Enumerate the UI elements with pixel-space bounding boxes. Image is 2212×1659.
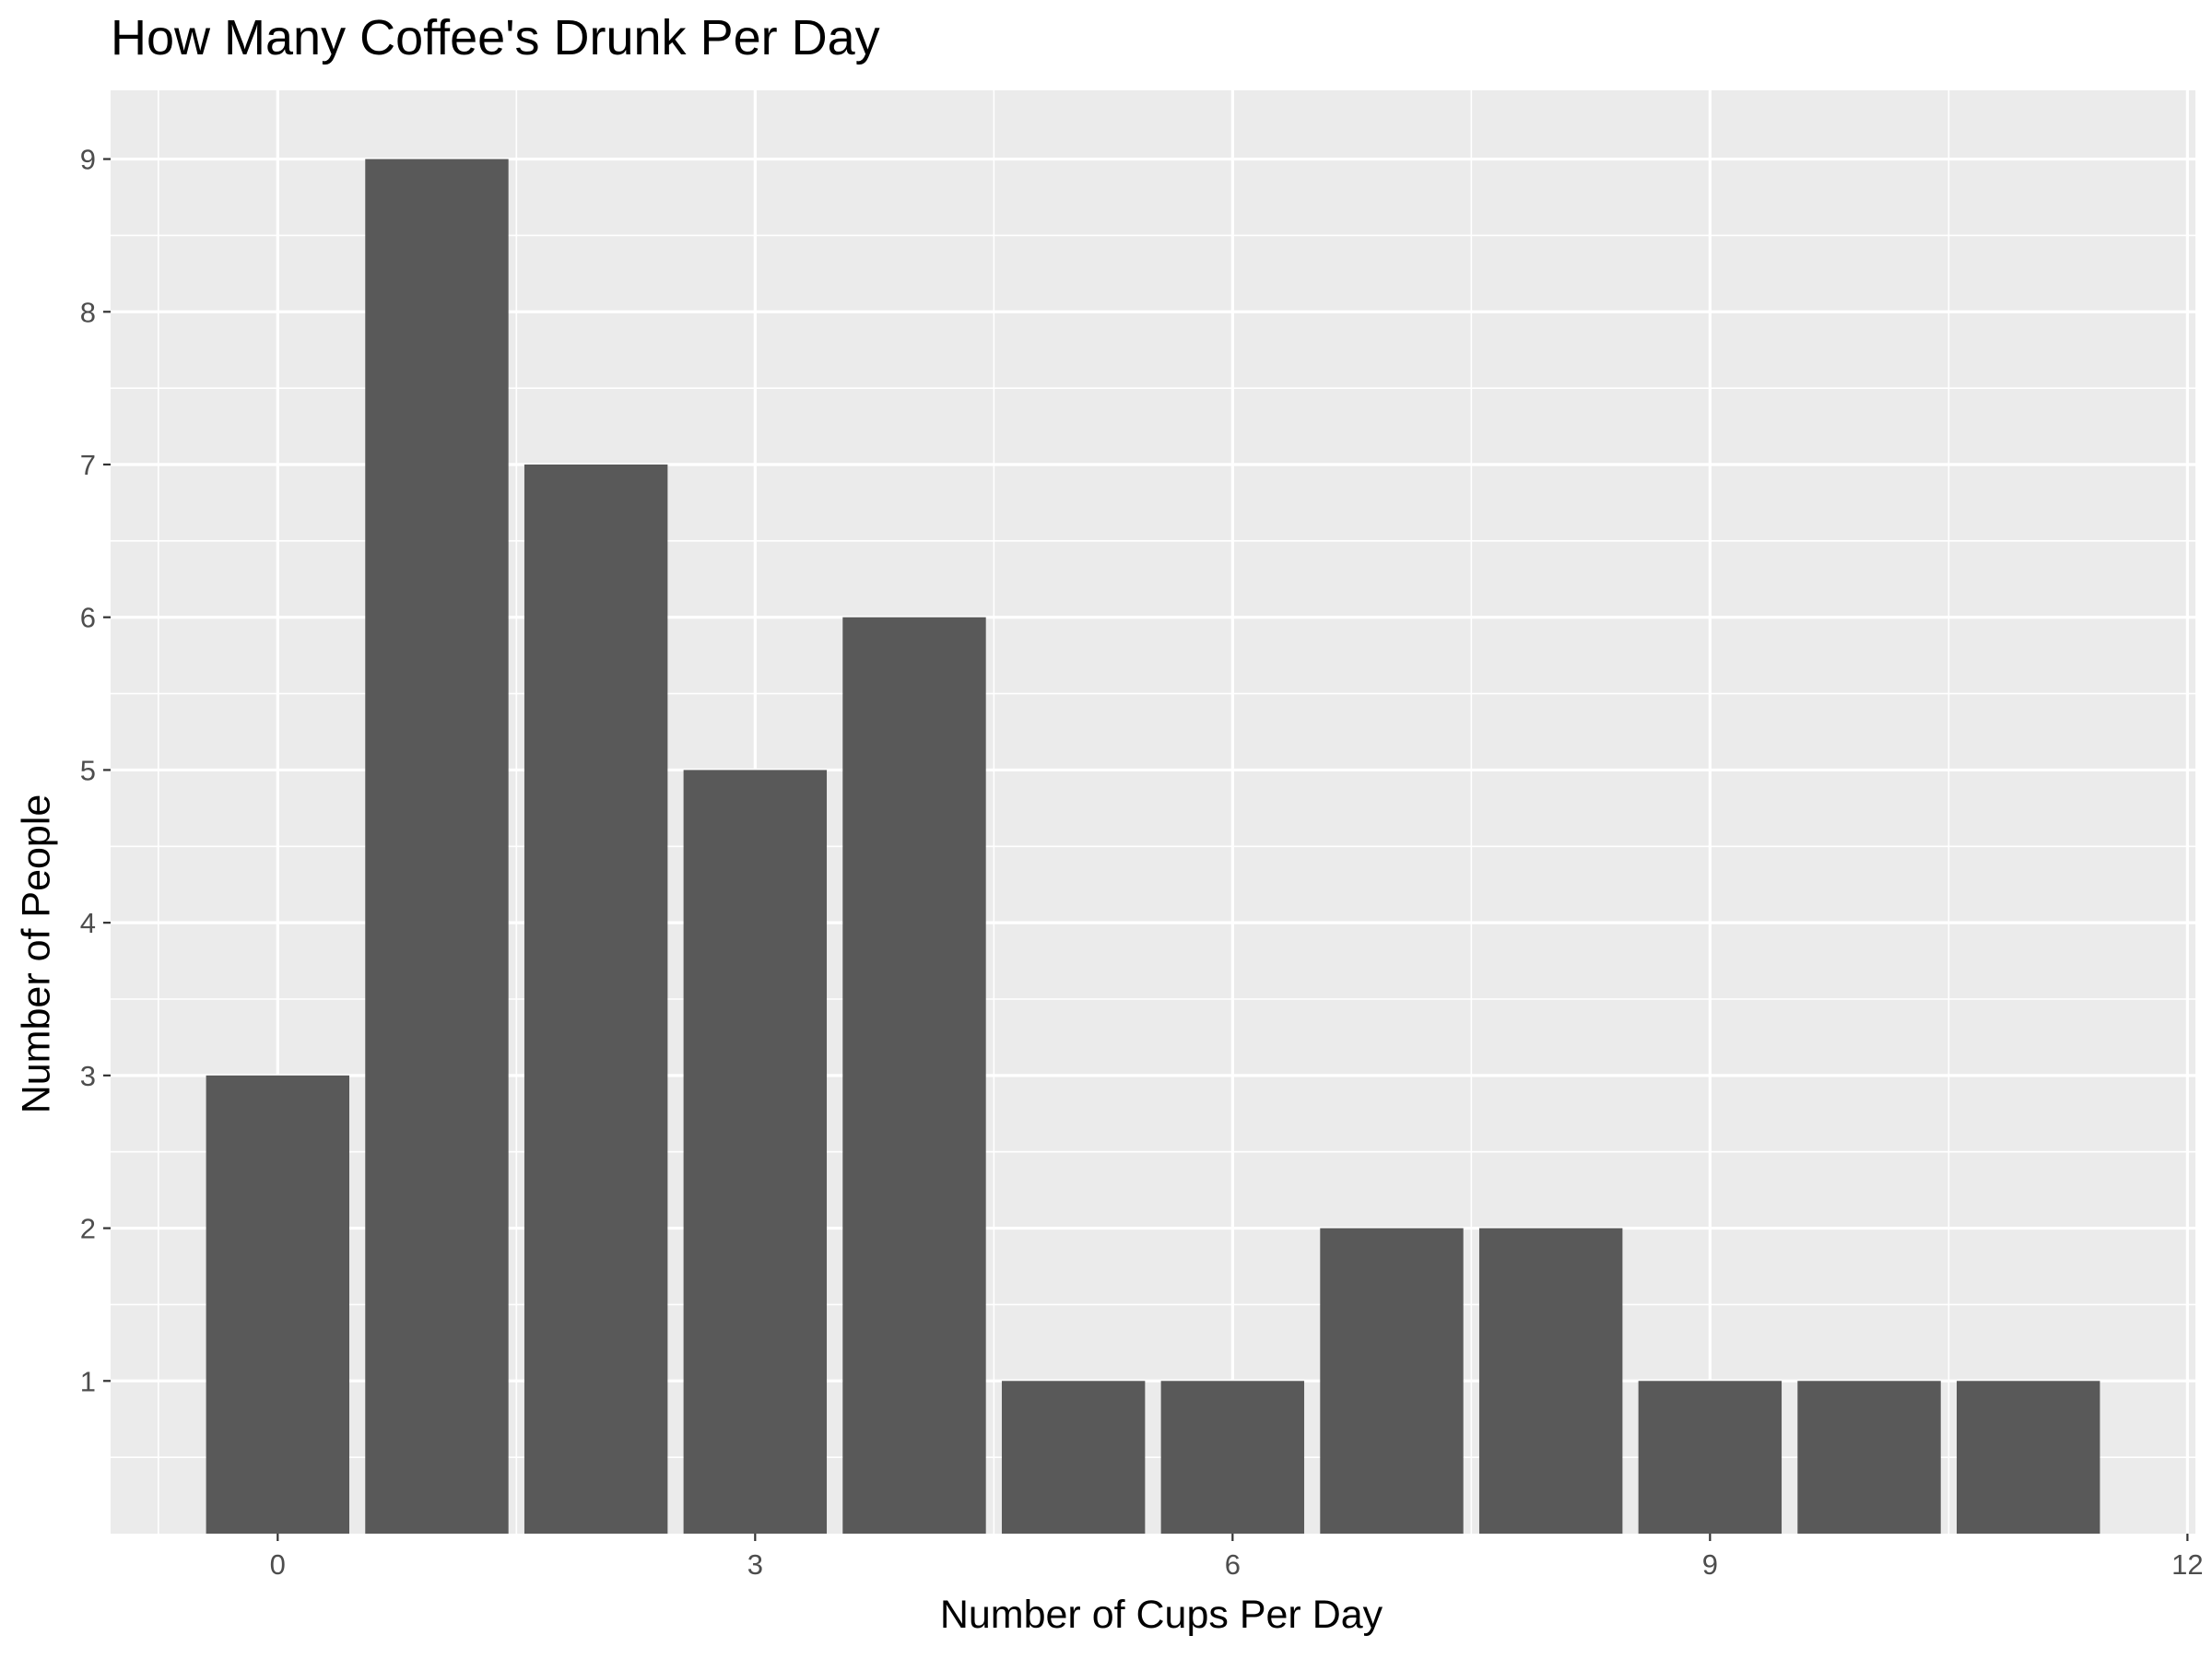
y-tick-label: 2 [80, 1213, 96, 1245]
x-tick-label: 0 [270, 1548, 286, 1581]
y-tick-label: 3 [80, 1060, 96, 1092]
bar [1478, 1228, 1623, 1534]
y-tick-label: 7 [80, 449, 96, 481]
bar [683, 770, 828, 1534]
y-axis-title: Number of People [14, 794, 59, 1114]
bar [524, 465, 668, 1534]
x-tick-label: 9 [1702, 1548, 1718, 1581]
bar [1956, 1381, 2100, 1534]
bar [842, 617, 986, 1534]
bar [206, 1075, 350, 1534]
bar [1320, 1228, 1464, 1534]
x-tick-label: 6 [1225, 1548, 1241, 1581]
x-axis-title-text: Number of Cups Per Day [939, 1593, 1383, 1637]
x-axis-ticks: 0 3 6 9 12 [270, 1534, 2204, 1581]
x-tick-label: 3 [747, 1548, 763, 1581]
y-tick-label: 4 [80, 907, 96, 939]
y-tick-label: 6 [80, 602, 96, 634]
y-tick-label: 9 [80, 144, 96, 176]
x-axis-title: Number of Cups Per Day [0, 1593, 2212, 1638]
bar [1001, 1381, 1146, 1534]
bar [1160, 1381, 1305, 1534]
bar [365, 159, 509, 1535]
x-tick-label: 12 [2171, 1548, 2203, 1581]
y-tick-label: 8 [80, 296, 96, 328]
bar [1638, 1381, 1783, 1534]
y-tick-label: 1 [80, 1365, 96, 1397]
y-axis-ticks: 1 2 3 4 5 6 7 8 9 [80, 144, 111, 1397]
y-tick-label: 5 [80, 754, 96, 786]
bar [1797, 1381, 1941, 1534]
chart-title: How Many Coffee's Drunk Per Day [111, 10, 880, 65]
bars [206, 159, 2100, 1535]
